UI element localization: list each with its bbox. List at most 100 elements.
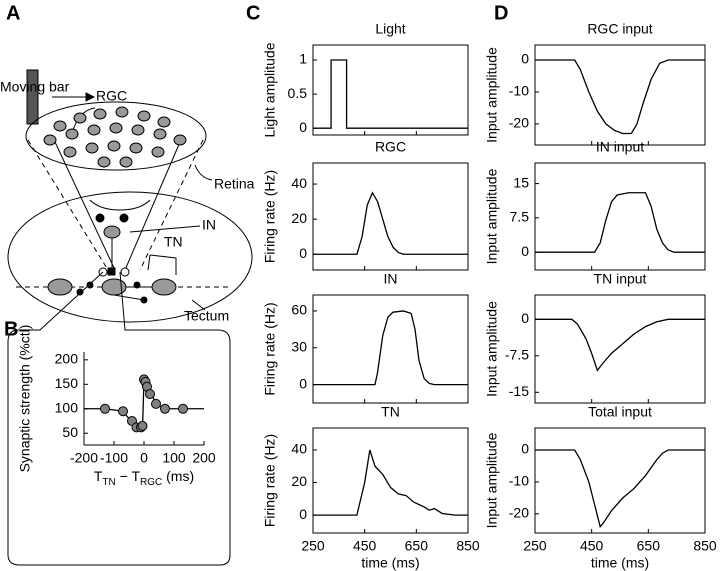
y-axis-label: Synaptic strength (%ctl) bbox=[17, 325, 33, 473]
plot: 50 100 150 200 -200 -100 0 100 200 Synaptic stren… bbox=[17, 325, 216, 489]
callout bbox=[7, 271, 231, 566]
x-tick-label: 650 bbox=[637, 538, 661, 554]
projection-line bbox=[139, 139, 204, 271]
x-tick-label: 850 bbox=[456, 538, 480, 554]
x-tick-label: 450 bbox=[580, 538, 604, 554]
neurite bbox=[113, 294, 145, 301]
synapse bbox=[76, 288, 84, 296]
y-axis-label: Input amplitude bbox=[484, 47, 500, 143]
y-tick-label: 0.5 bbox=[288, 85, 308, 101]
y-axis-label: Light amplitude bbox=[262, 42, 278, 137]
retina-cell bbox=[131, 124, 145, 136]
data-line bbox=[535, 449, 705, 528]
y-tick-label: 150 bbox=[55, 375, 79, 391]
panel-label: C bbox=[246, 2, 260, 24]
y-tick-label: 0 bbox=[521, 51, 529, 67]
y-tick-label: 20 bbox=[291, 473, 307, 489]
data-line bbox=[535, 192, 705, 253]
data-point bbox=[160, 403, 170, 414]
data-line bbox=[535, 318, 705, 372]
panel-a-diagram bbox=[7, 69, 253, 566]
panel-label: D bbox=[494, 2, 508, 24]
y-tick-label: 200 bbox=[55, 351, 79, 367]
retina-cell bbox=[173, 134, 187, 146]
plot: -15 -7.5 0 TN input Input amplitude bbox=[484, 271, 706, 404]
y-tick-label: -15 bbox=[509, 383, 529, 399]
y-tick-label: 0 bbox=[299, 119, 307, 135]
data-point bbox=[137, 420, 148, 431]
plot: 0 20 40 250 450 650 850 TN Firing rate (Hz) time … bbox=[262, 404, 480, 571]
y-tick-label: -10 bbox=[509, 83, 529, 99]
tn-neuron bbox=[151, 278, 177, 296]
plot-frame bbox=[534, 294, 706, 404]
x-axis-label-part: TN bbox=[102, 477, 115, 488]
retina-cell bbox=[157, 116, 171, 128]
retina-cell bbox=[129, 142, 143, 154]
axon-arc bbox=[89, 199, 151, 211]
tn-neuron bbox=[47, 278, 73, 296]
plot-frame bbox=[312, 44, 469, 136]
x-tick-label: -100 bbox=[100, 450, 128, 466]
plot-frame bbox=[534, 162, 706, 271]
retina-cell bbox=[65, 128, 79, 140]
y-axis-label: Firing rate (Hz) bbox=[262, 170, 278, 263]
y-tick-label: 0 bbox=[521, 310, 529, 326]
x-axis-label: time (ms) bbox=[361, 555, 419, 571]
retina-cell bbox=[107, 140, 121, 152]
y-tick-label: 0 bbox=[521, 243, 529, 259]
data-point bbox=[145, 389, 155, 400]
synapse bbox=[95, 213, 105, 223]
diagram-label: Moving bar bbox=[0, 79, 70, 95]
x-tick-label: 450 bbox=[353, 538, 377, 554]
y-tick-label: 0 bbox=[299, 375, 307, 391]
x-tick-label: -200 bbox=[70, 450, 98, 466]
retina-cell bbox=[137, 110, 151, 122]
x-tick-label: 650 bbox=[405, 538, 429, 554]
label-pointer bbox=[129, 225, 201, 233]
tn-neuron bbox=[101, 278, 127, 296]
retina-cell bbox=[153, 128, 167, 140]
plot-title: Light bbox=[375, 21, 405, 37]
y-tick-label: 1 bbox=[299, 51, 307, 67]
projection-line bbox=[124, 141, 181, 271]
x-tick-label: 850 bbox=[693, 538, 717, 554]
y-tick-label: -20 bbox=[509, 115, 529, 131]
projection-line bbox=[27, 139, 109, 271]
label-pointer bbox=[191, 299, 206, 311]
data-line bbox=[313, 310, 468, 386]
data-point bbox=[178, 403, 188, 414]
plot-title: IN input bbox=[596, 139, 644, 155]
tectum bbox=[7, 191, 253, 323]
arrowhead bbox=[85, 92, 96, 102]
x-axis-label-part: T bbox=[94, 468, 103, 484]
x-axis-label: time (ms) bbox=[591, 555, 649, 571]
y-axis-label: Input amplitude bbox=[484, 168, 500, 264]
synapse bbox=[120, 267, 130, 277]
x-axis-label: TTN − TRGC (ms) bbox=[94, 468, 194, 488]
synapse bbox=[86, 281, 94, 289]
plot: 0 20 40 RGC Firing rate (Hz) bbox=[262, 139, 469, 271]
plot-title: TN bbox=[381, 404, 400, 420]
plot-frame bbox=[312, 294, 469, 404]
plot-title: IN bbox=[384, 271, 398, 287]
diagram-label: RGC bbox=[96, 88, 127, 104]
panel-label: A bbox=[6, 2, 20, 24]
retina-cell bbox=[151, 146, 165, 158]
y-tick-label: 60 bbox=[291, 302, 307, 318]
retina-cell bbox=[43, 134, 57, 146]
plot-frame bbox=[312, 427, 469, 534]
synapse bbox=[119, 213, 129, 223]
retina-cell bbox=[109, 122, 123, 134]
y-tick-label: 30 bbox=[291, 338, 307, 354]
synapse bbox=[107, 267, 116, 276]
x-axis-label-part: (ms) bbox=[162, 468, 194, 484]
data-point bbox=[118, 406, 128, 417]
y-axis-label: Firing rate (Hz) bbox=[262, 302, 278, 395]
y-tick-label: 0 bbox=[299, 245, 307, 261]
plot: -20 -10 0 RGC input Input amplitude bbox=[484, 21, 706, 146]
y-tick-label: 7.5 bbox=[510, 209, 530, 225]
retina-cell bbox=[115, 106, 129, 118]
plot: 0 0.5 1 Light Light amplitude bbox=[262, 21, 469, 137]
x-tick-label: 250 bbox=[523, 538, 547, 554]
diagram-label: Retina bbox=[214, 176, 255, 192]
